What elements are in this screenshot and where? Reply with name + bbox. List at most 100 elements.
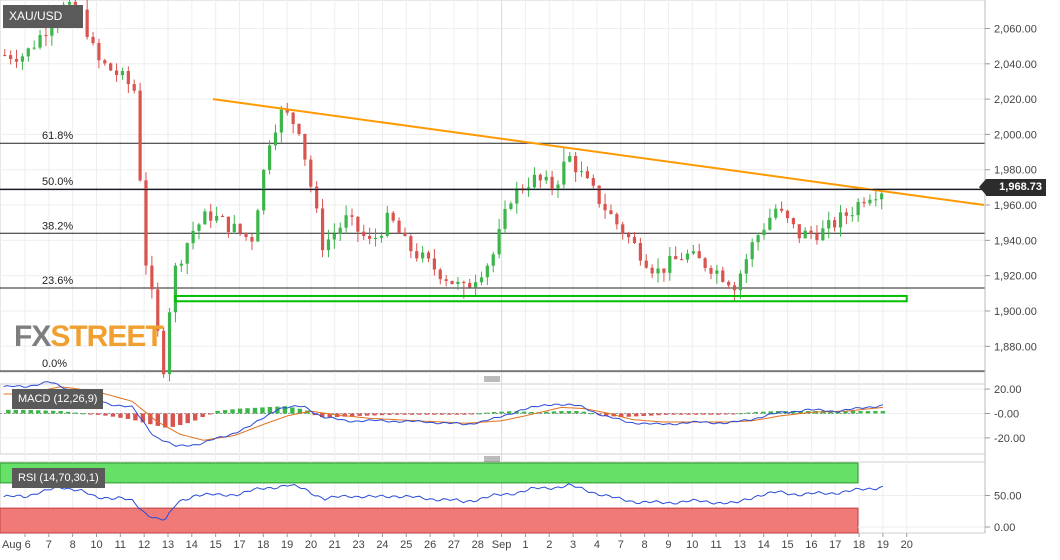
macd-hist-bar-pos [858,411,863,414]
rsi-label[interactable]: RSI (14,70,30,1) [12,468,105,488]
macd-hist-bar-neg [454,413,460,415]
candle-down [538,174,542,181]
x-tick-label: Sep [492,539,512,551]
candle-up [256,210,260,242]
candle-up [197,224,201,231]
macd-hist-bar-neg [417,413,422,415]
macd-panel-frame [0,383,986,455]
macd-hist-bar-pos [260,407,265,414]
candle-down [238,223,242,234]
x-tick-label: 19 [281,539,293,551]
candle-up [120,71,125,76]
macd-hist-bar-neg [133,413,138,421]
macd-hist-bar-pos [880,411,886,414]
macd-hist-bar-pos [73,412,78,414]
macd-hist-bar-pos [222,410,228,414]
rsi-oversold-band [0,507,859,534]
candle-down [103,60,107,64]
candle-down [844,212,848,216]
candle-up [344,215,348,228]
macd-hist-bar-pos [230,409,235,414]
x-tick-label: 25 [400,539,412,551]
candle-down [97,43,101,61]
macd-hist-bar-neg [671,413,676,415]
macd-label[interactable]: MACD (12,26,9) [12,389,104,409]
candle-up [738,273,743,291]
macd-hist-bar-neg [619,413,624,418]
macd-hist-bar-neg [402,413,407,415]
candle-up [685,253,690,260]
macd-hist-bar-pos [36,410,41,414]
fib-level-label: 23.6% [42,275,73,287]
macd-hist-bar-pos [551,411,557,414]
macd-hist-bar-neg [678,413,684,415]
candle-up [821,228,825,241]
candle-down [674,256,678,260]
x-tick-label: 19 [877,539,889,551]
macd-hist-bar-neg [312,413,317,416]
candle-down [150,265,154,290]
x-tick-label: 16 [805,539,817,551]
x-tick-label: 14 [186,539,198,551]
candle-down [638,242,642,261]
candle-up [385,212,389,236]
price-y-tick-label: 1,900.00 [994,306,1037,318]
price-overlays [0,98,985,303]
macd-hist-bar-neg [200,413,205,418]
x-tick-label: 7 [618,539,624,551]
macd-hist-bar-neg [192,413,198,421]
candle-up [668,256,672,273]
candle-down [250,237,254,242]
candle-down [368,235,372,239]
candle-up [768,217,772,230]
candle-up [750,242,754,260]
rsi-y-tick-label: 50.00 [994,491,1022,503]
candle-down [791,218,796,225]
candle-down [114,70,119,76]
macd-hist-bar-pos [798,411,803,414]
macd-hist-bar-neg [469,413,474,415]
macd-hist-bar-pos [873,411,878,414]
macd-hist-bar-neg [641,413,646,416]
candle-up [544,176,548,181]
candle-up [774,208,778,218]
candle-down [438,269,442,280]
candle-down [397,220,401,234]
candle-down [138,90,142,181]
candle-up [762,229,766,236]
macd-hist-bar-neg [708,413,714,415]
x-tick-label: 11 [710,539,721,551]
candle-up [191,230,195,244]
x-tick-label: 17 [233,539,245,551]
macd-y-tick-label: -20.00 [994,433,1025,445]
macd-hist-bar-pos [267,407,273,414]
fib-level-label: 38.2% [42,220,73,232]
price-y-tick-label: 2,020.00 [994,94,1037,106]
candle-down [615,214,619,225]
macd-hist-bar-neg [462,413,467,415]
candle-down [591,178,595,186]
candle-up [485,265,489,278]
macd-hist-bar-neg [320,413,325,418]
candle-up [50,27,54,36]
candle-up [850,215,854,217]
macd-hist-bar-pos [297,408,303,414]
candle-down [468,283,472,288]
candle-up [185,243,189,264]
candle-up [338,227,342,234]
candle-down [156,289,160,331]
symbol-badge[interactable]: XAU/USD [3,5,83,28]
candle-up [479,277,484,283]
candle-down [697,251,701,259]
x-tick-label: 8 [70,539,76,551]
candle-up [491,254,495,266]
macd-hist-bar-neg [349,413,355,417]
candle-up [868,199,872,204]
candle-down [815,233,819,241]
candle-up [880,193,884,200]
macd-hist-bar-neg [693,413,699,415]
price-y-tick-label: 1,920.00 [994,271,1037,283]
x-tick-label: 11 [115,539,126,551]
macd-hist-bar-pos [237,408,243,414]
candle-up [167,312,172,375]
